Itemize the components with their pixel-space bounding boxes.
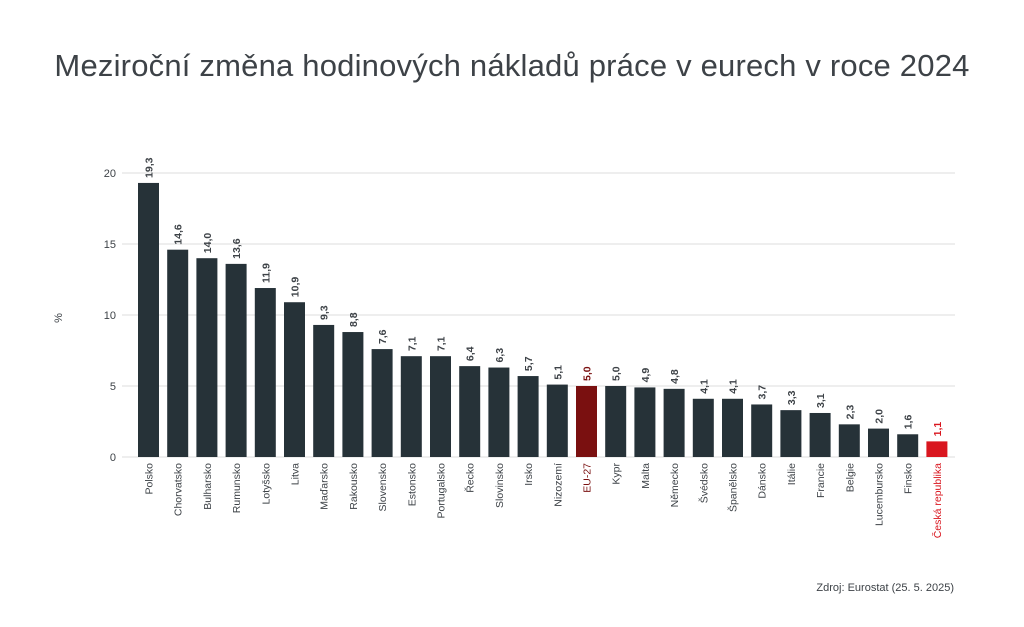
bar — [868, 428, 889, 457]
x-tick-label: Irsko — [523, 463, 535, 486]
x-tick-label: Nizozemí — [552, 463, 564, 507]
bar — [400, 356, 422, 457]
value-label: 14,0 — [202, 233, 214, 254]
x-tick-label: Německo — [669, 463, 681, 508]
bar — [313, 324, 335, 457]
x-tick-label: Chorvatsko — [173, 463, 185, 516]
x-tick-label: Malta — [640, 463, 652, 489]
value-label: 3,3 — [786, 390, 798, 405]
x-tick-label: Rumunsko — [231, 463, 243, 513]
value-label: 3,1 — [815, 393, 827, 408]
bar — [692, 398, 714, 457]
x-tick-label: Švédsko — [697, 463, 710, 503]
value-label: 6,3 — [494, 348, 506, 363]
bar — [430, 356, 451, 457]
value-label: 5,1 — [552, 365, 564, 380]
bar — [838, 424, 860, 457]
x-tick-label: Rakousko — [348, 463, 360, 510]
x-tick-label: Lucembursko — [874, 463, 886, 526]
bar — [138, 182, 159, 457]
bar — [517, 376, 539, 457]
value-label: 19,3 — [144, 157, 156, 178]
x-tick-label: Estonsko — [406, 463, 418, 506]
y-tick-label: 15 — [104, 239, 116, 251]
bar — [751, 404, 773, 457]
bar — [897, 434, 919, 457]
bar — [488, 367, 510, 457]
value-label: 5,0 — [582, 366, 594, 381]
value-label: 14,6 — [173, 224, 185, 245]
value-label: 5,7 — [523, 356, 535, 371]
x-tick-label: Finsko — [903, 463, 915, 494]
chart-title: Meziroční změna hodinových nákladů práce… — [54, 48, 970, 83]
value-label: 7,1 — [436, 336, 448, 351]
value-label: 10,9 — [290, 277, 302, 298]
value-label: 7,1 — [406, 336, 418, 351]
bar — [809, 412, 831, 457]
bar — [284, 302, 305, 457]
bar — [459, 366, 481, 457]
bar — [780, 410, 802, 457]
bar — [663, 388, 685, 457]
value-label: 5,0 — [611, 366, 623, 381]
x-axis-labels: Polsko Chorvatsko Bulharsko Rumunsko Lotyšsk… — [144, 463, 944, 539]
bar — [225, 263, 247, 457]
bar — [926, 441, 948, 457]
y-axis-label: % — [53, 313, 65, 323]
x-tick-label: Slovinsko — [494, 463, 506, 508]
bar — [196, 258, 218, 457]
bar — [546, 384, 568, 457]
bar — [254, 288, 276, 457]
x-tick-label: EU-27 — [582, 463, 594, 493]
value-label: 11,9 — [260, 263, 272, 283]
value-label: 8,8 — [348, 312, 360, 327]
x-tick-label: Bulharsko — [202, 463, 214, 510]
x-tick-label: Belgie — [844, 463, 856, 492]
bars — [138, 182, 948, 457]
x-tick-label: Itálie — [786, 463, 798, 485]
value-label: 4,8 — [669, 369, 681, 384]
value-label: 6,4 — [465, 346, 477, 361]
x-tick-label: Slovensko — [377, 463, 389, 512]
bar — [167, 249, 189, 457]
x-tick-label: Maďarsko — [319, 463, 331, 510]
y-tick-label: 0 — [110, 452, 116, 464]
x-tick-label: Kypr — [611, 463, 623, 485]
x-tick-label: Polsko — [144, 463, 156, 495]
value-label: 3,7 — [757, 385, 769, 400]
y-tick-label: 20 — [104, 168, 116, 180]
x-tick-label: Španělsko — [727, 463, 740, 512]
x-tick-label: Dánsko — [757, 463, 769, 499]
value-label: 1,6 — [903, 415, 915, 430]
value-label: 4,1 — [728, 379, 740, 394]
value-label: 1,1 — [932, 422, 944, 437]
value-label: 7,6 — [377, 329, 389, 344]
x-tick-label: Francie — [815, 463, 827, 498]
x-tick-label: Lotyšsko — [260, 463, 272, 505]
value-label: 9,3 — [319, 305, 331, 320]
value-label: 2,0 — [874, 409, 886, 424]
x-tick-label: Portugalsko — [436, 463, 448, 519]
bar — [342, 332, 364, 457]
value-label: 2,3 — [844, 405, 856, 420]
value-labels: 19,3 14,6 14,0 13,6 11,9 10,9 9,3 8,8 7,6 7,1 7,1 6… — [144, 157, 944, 436]
y-tick-label: 10 — [104, 310, 116, 322]
value-label: 4,1 — [698, 379, 710, 394]
x-tick-label: Litva — [290, 463, 302, 485]
bar — [634, 387, 656, 457]
bar — [576, 386, 597, 457]
value-label: 13,6 — [231, 238, 243, 259]
y-tick-label: 5 — [110, 381, 116, 393]
x-tick-label: Česká republika — [931, 463, 944, 538]
bar — [371, 349, 393, 457]
x-tick-label: Řecko — [464, 463, 477, 493]
y-axis: 0 5 10 15 20 — [104, 168, 116, 464]
value-label: 4,9 — [640, 368, 652, 383]
bar — [722, 398, 743, 457]
source-note: Zdroj: Eurostat (25. 5. 2025) — [816, 582, 954, 594]
bar — [605, 386, 627, 457]
